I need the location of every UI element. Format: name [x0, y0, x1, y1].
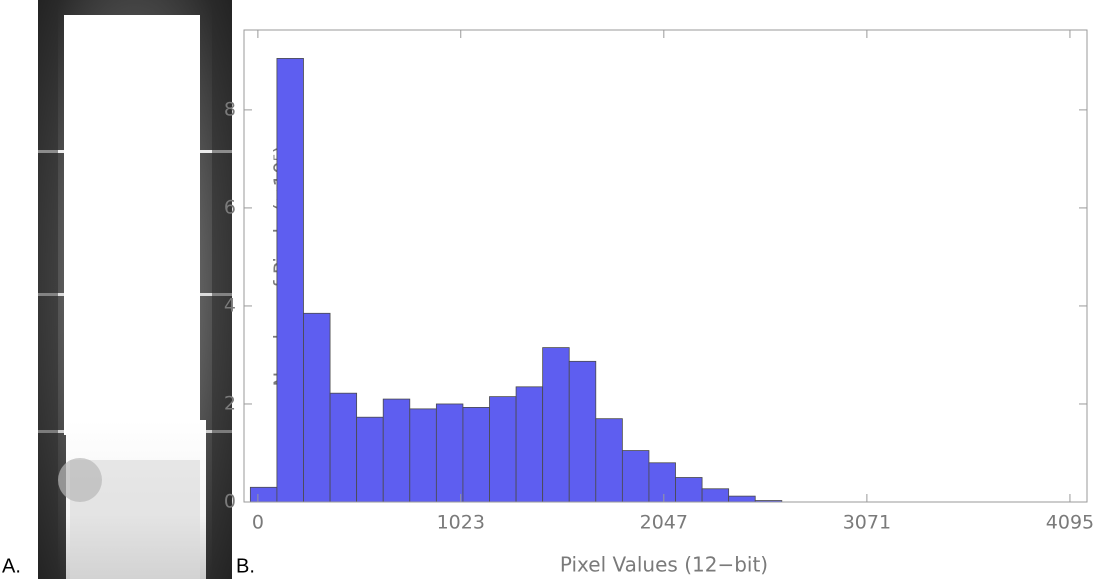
bar [435, 403, 464, 503]
bar [595, 418, 623, 503]
y-tick-label: 2 [224, 392, 236, 414]
bar [542, 347, 570, 503]
y-tick-label: 4 [224, 294, 236, 316]
x-tick-label: 1023 [437, 512, 485, 534]
bar [675, 477, 703, 503]
bar [329, 392, 358, 503]
x-tick-label: 2047 [640, 512, 688, 534]
panel-label: B. [236, 555, 255, 577]
bar [409, 408, 437, 503]
bar [303, 312, 331, 503]
bar [276, 58, 304, 503]
bar [489, 396, 517, 503]
bar [701, 488, 730, 503]
bar [462, 407, 490, 503]
bar [356, 416, 384, 503]
x-tick-label: 3071 [843, 512, 891, 534]
bar [568, 360, 597, 503]
bar [249, 486, 278, 503]
x-tick-label: 0 [252, 512, 264, 534]
bar [515, 386, 544, 503]
y-tick-label: 6 [224, 196, 236, 218]
bar [648, 462, 676, 503]
y-tick-label: 8 [224, 98, 236, 120]
bar [382, 398, 411, 503]
x-axis-title: Pixel Values (12−bit) [560, 553, 768, 577]
x-tick-label: 4095 [1046, 512, 1094, 534]
y-tick-label: 0 [224, 491, 236, 513]
plot-frame [243, 29, 1088, 503]
sample-image [38, 0, 232, 579]
bar [728, 495, 756, 503]
bar [621, 450, 650, 503]
panel-label: A. [2, 555, 21, 577]
